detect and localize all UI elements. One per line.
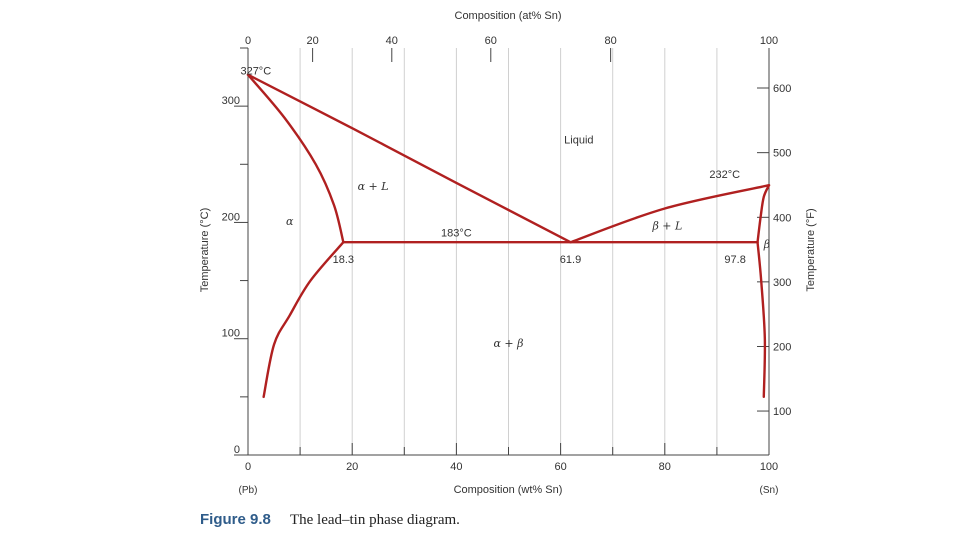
y-tick-label-left: 100: [222, 328, 240, 340]
x-tick-label-bottom: 100: [760, 461, 778, 473]
gridlines: [299, 48, 718, 455]
end-label-left: (Pb): [239, 485, 258, 496]
curve-solvus-beta: [756, 240, 767, 399]
y-tick-label-right: 500: [773, 148, 791, 160]
x-tick-label-bottom: 40: [450, 461, 462, 473]
annotations: 327°C Liquid 232°C α + L α 183°C β + L β 18.3 61.…: [240, 66, 770, 350]
annotation-label: α + L: [358, 180, 389, 193]
y-tick-label-left: 200: [222, 211, 240, 223]
curve-solidus-alpha: [246, 73, 345, 244]
y-axis-label-left: Temperature (°C): [199, 208, 211, 292]
annotation-label: 183°C: [441, 227, 472, 239]
x-tick-label-top: 0: [245, 35, 251, 47]
annotation-label: 18.3: [333, 254, 354, 266]
y-tick-label-right: 600: [773, 83, 791, 95]
y-tick-label-left: 300: [222, 95, 240, 107]
y-tick-label-right: 300: [773, 277, 791, 289]
curve-solidus-beta: [756, 184, 771, 244]
y-tick-label-right: 100: [773, 406, 791, 418]
y-tick-label-right: 400: [773, 212, 791, 224]
annotation-label: β: [763, 238, 770, 251]
x-tick-label-bottom: 20: [346, 461, 358, 473]
tick-labels: 0 20 40 60 80 100 0 20 40 60 80 100 0 100 200 300 100 200…: [222, 35, 792, 473]
x-tick-label-bottom: 80: [659, 461, 671, 473]
annotation-label: β + L: [651, 219, 682, 232]
axes: [234, 47, 770, 456]
annotation-label: α: [286, 215, 294, 228]
y-axis-label-right: Temperature (°F): [805, 208, 817, 291]
curve-liquidus-beta: [569, 184, 771, 244]
annotation-label: 61.9: [560, 254, 581, 266]
annotation-label: 232°C: [709, 169, 740, 181]
curve-solvus-alpha: [262, 240, 345, 399]
x-axis-label-top: Composition (at% Sn): [455, 10, 562, 22]
y-tick-label-left: 0: [234, 444, 240, 456]
x-tick-label-top: 80: [604, 35, 616, 47]
end-label-right: (Sn): [760, 485, 779, 496]
figure-number: Figure 9.8: [200, 511, 271, 528]
annotation-label: α + β: [494, 337, 524, 350]
annotation-label: 327°C: [240, 66, 271, 78]
caption-text: The lead–tin phase diagram.: [289, 512, 460, 528]
x-tick-label-top: 20: [306, 35, 318, 47]
phase-boundaries: [246, 73, 771, 399]
x-tick-label-bottom: 60: [554, 461, 566, 473]
y-tick-label-right: 200: [773, 342, 791, 354]
x-tick-label-bottom: 0: [245, 461, 251, 473]
figure-caption: Figure 9.8 The lead–tin phase diagram.: [200, 509, 460, 529]
curve-liquidus-alpha: [246, 73, 572, 244]
annotation-label: 97.8: [724, 254, 745, 266]
x-axis-label-bottom: Composition (wt% Sn): [454, 484, 563, 496]
x-tick-label-top: 60: [485, 35, 497, 47]
annotation-label: Liquid: [564, 134, 593, 146]
x-tick-label-top: 40: [386, 35, 398, 47]
x-tick-label-top: 100: [760, 35, 778, 47]
